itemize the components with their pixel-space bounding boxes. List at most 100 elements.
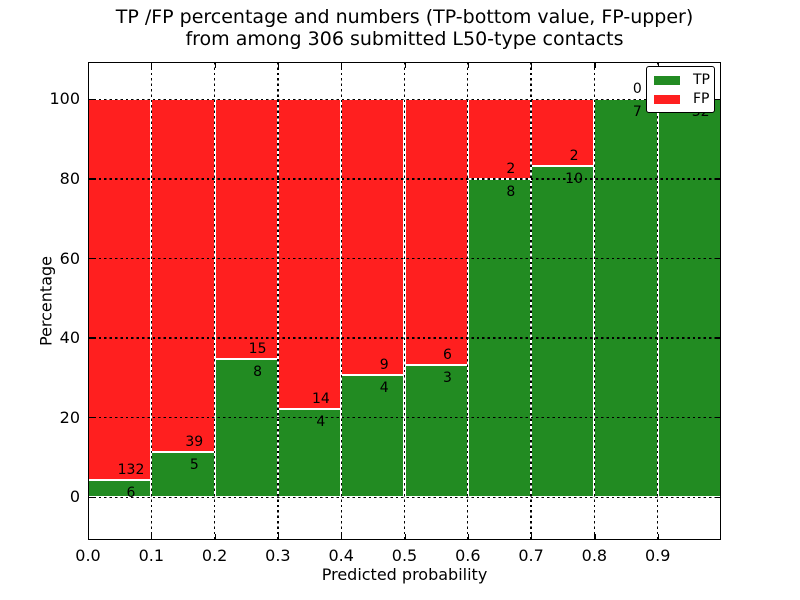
x-tickmark	[467, 534, 469, 540]
x-tickmark	[277, 534, 280, 540]
left-spine	[88, 62, 90, 540]
tp-count-label: 8	[506, 183, 516, 200]
bar-segment-tp	[531, 165, 595, 498]
x-tick-label: 0.0	[75, 546, 101, 565]
horizontal-gridline	[88, 257, 721, 260]
y-tick-label: 0	[69, 487, 80, 507]
x-tick-label: 0.8	[581, 546, 608, 565]
bar-segment-tp	[594, 99, 658, 498]
y-tickmark	[88, 257, 94, 260]
vertical-gridline	[213, 62, 216, 540]
y-tick-label: 80	[59, 168, 80, 188]
tp-count-label: 10	[565, 170, 584, 187]
vertical-gridline	[593, 62, 596, 540]
x-tick-label: 0.4	[328, 546, 354, 565]
fp-swatch-icon	[654, 94, 680, 104]
x-tick-label: 0.9	[644, 546, 671, 565]
x-tickmark	[404, 534, 406, 540]
legend-item-label: FP	[693, 91, 710, 107]
y-tickmark	[88, 337, 94, 339]
bar-segment-tp	[214, 358, 278, 498]
y-tickmark	[88, 496, 94, 498]
bar-segment-fp	[151, 99, 215, 452]
x-tickmark-top	[341, 62, 343, 68]
y-tickmark-right	[715, 496, 721, 498]
y-tickmark-right	[715, 98, 721, 100]
x-tickmark-top	[404, 62, 406, 68]
y-tickmark	[88, 417, 94, 419]
x-tickmark-top	[467, 62, 469, 68]
x-tickmark-top	[214, 62, 216, 68]
fp-count-label: 39	[185, 433, 204, 450]
chart-title-line1: TP /FP percentage and numbers (TP-bottom…	[115, 6, 694, 28]
bar-segment-fp	[277, 99, 342, 409]
y-tickmark-right	[715, 417, 721, 419]
horizontal-gridline	[88, 98, 721, 101]
x-tickmark-top	[151, 62, 153, 68]
x-tickmark	[341, 534, 343, 540]
fp-count-label: 6	[443, 346, 452, 363]
bar-segment-tp	[341, 374, 405, 498]
vertical-gridline	[467, 62, 469, 540]
horizontal-gridline	[88, 337, 721, 339]
legend: TP FP	[646, 66, 715, 113]
y-tick-label: 60	[59, 248, 80, 268]
legend-item-label: TP	[693, 72, 710, 88]
x-tickmark-top	[531, 62, 533, 68]
bar-segment-tp	[404, 364, 468, 498]
fp-count-label: 2	[569, 147, 579, 164]
horizontal-gridline	[88, 178, 721, 180]
bar-segment-fp	[88, 99, 152, 480]
tp-count-label: 4	[379, 379, 389, 396]
plot-area: 132639515814494632821007032	[88, 62, 721, 540]
bar-segment-tp	[657, 99, 721, 498]
chart-title-line2: from among 306 submitted L50-type contac…	[185, 28, 624, 50]
y-tickmark-right	[715, 337, 721, 339]
x-tick-label: 0.7	[518, 546, 544, 565]
fp-count-label: 2	[506, 160, 516, 177]
bar-segment-tp	[88, 479, 152, 498]
x-tick-label: 0.1	[138, 546, 165, 565]
x-tickmark-top	[594, 62, 596, 68]
right-spine	[719, 62, 721, 540]
tp-swatch-icon	[654, 75, 680, 85]
vertical-gridline	[277, 62, 279, 540]
x-tickmark-top	[88, 62, 90, 68]
y-tick-label: 40	[59, 328, 80, 348]
horizontal-gridline	[88, 496, 721, 498]
x-tickmark	[151, 534, 153, 540]
x-tickmark	[657, 534, 659, 540]
fp-count-label: 14	[311, 390, 330, 407]
fp-count-label: 9	[379, 356, 389, 373]
legend-item: FP	[654, 92, 714, 106]
fp-count-label: 15	[248, 340, 267, 357]
bar-segment-fp	[467, 99, 532, 179]
bar-segment-fp	[404, 99, 468, 365]
bar-segment-tp	[151, 451, 215, 498]
vertical-gridline	[403, 62, 406, 540]
tp-count-label: 4	[316, 413, 326, 430]
x-tickmark	[214, 534, 216, 540]
tp-count-label: 7	[632, 104, 642, 121]
bar-segment-fp	[214, 99, 278, 359]
fp-count-label: 0	[632, 81, 642, 98]
y-tick-label: 100	[49, 89, 80, 109]
tp-count-label: 5	[189, 456, 199, 473]
x-tick-label: 0.3	[265, 546, 291, 565]
fp-count-label: 132	[117, 461, 145, 478]
tp-count-label: 8	[253, 363, 263, 380]
y-tick-label: 20	[59, 407, 80, 427]
tp-count-label: 6	[126, 484, 136, 501]
tp-count-label: 3	[443, 369, 452, 386]
y-tickmark-right	[715, 257, 721, 260]
x-tickmark	[594, 534, 596, 540]
x-tickmark-top	[277, 62, 280, 68]
y-tickmark	[88, 178, 94, 180]
y-tickmark-right	[715, 178, 721, 180]
bar-segment-fp	[341, 99, 405, 375]
x-axis-label: Predicted probability	[321, 565, 488, 584]
x-tickmark	[88, 534, 90, 540]
legend-item: TP	[654, 73, 714, 87]
bar-segment-fp	[531, 99, 595, 166]
